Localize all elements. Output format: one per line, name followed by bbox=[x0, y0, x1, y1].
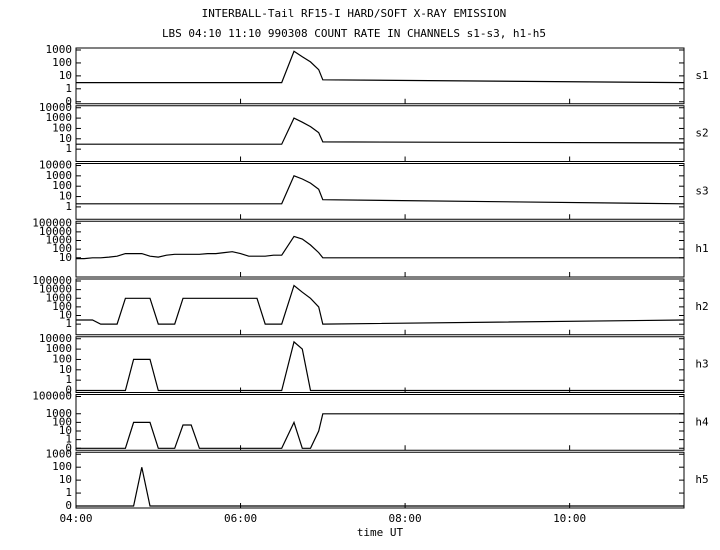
y-tick-label: 1 bbox=[65, 486, 72, 499]
y-tick-label: 100 bbox=[52, 179, 72, 192]
y-tick-label: 10000 bbox=[39, 283, 72, 296]
y-tick-label: 1 bbox=[65, 82, 72, 95]
y-tick-label: 10 bbox=[59, 251, 72, 264]
y-tick-label: 1000 bbox=[46, 342, 73, 355]
y-tick-label: 10 bbox=[59, 424, 72, 437]
panel-label: h2 bbox=[695, 300, 708, 313]
data-line bbox=[76, 175, 685, 205]
data-line bbox=[76, 117, 685, 145]
data-line bbox=[76, 413, 684, 449]
panel-frame bbox=[75, 451, 685, 509]
panel-frame bbox=[75, 220, 685, 278]
panel-frame bbox=[75, 163, 685, 220]
y-tick-label: 100000 bbox=[32, 274, 72, 287]
y-tick-label: 100 bbox=[52, 242, 72, 255]
y-tick-label: 1000 bbox=[46, 234, 73, 247]
y-tick-label: 100 bbox=[52, 352, 72, 365]
y-tick-label: 1 bbox=[65, 317, 72, 330]
x-axis-label: time UT bbox=[357, 526, 404, 539]
y-tick-label: 100 bbox=[52, 300, 72, 313]
y-tick-label: 10 bbox=[59, 309, 72, 322]
y-tick-label: 100 bbox=[52, 460, 72, 473]
panel-frame bbox=[75, 278, 685, 336]
y-tick-label: 10 bbox=[59, 69, 72, 82]
data-line bbox=[76, 340, 684, 392]
y-tick-label: 1 bbox=[65, 200, 72, 213]
panel-label: s1 bbox=[695, 69, 708, 82]
y-tick-label: 10 bbox=[59, 132, 72, 145]
y-tick-label: 100 bbox=[52, 121, 72, 134]
panel-label: s3 bbox=[695, 184, 708, 197]
y-tick-label: 10000 bbox=[39, 159, 72, 172]
y-tick-label: 10 bbox=[59, 473, 72, 486]
y-tick-label: 0 bbox=[65, 441, 72, 454]
y-tick-label: 0 bbox=[65, 499, 72, 512]
data-line bbox=[76, 467, 684, 507]
y-tick-label: 1 bbox=[65, 142, 72, 155]
y-tick-label: 1000 bbox=[46, 169, 73, 182]
y-tick-label: 1000 bbox=[46, 407, 73, 420]
panel-label: s2 bbox=[695, 127, 708, 140]
panel-label: h4 bbox=[695, 415, 709, 428]
y-tick-label: 1000 bbox=[46, 111, 73, 124]
y-tick-label: 100 bbox=[52, 56, 72, 69]
y-tick-label: 1 bbox=[65, 373, 72, 386]
y-tick-label: 1000 bbox=[46, 43, 73, 56]
panel-label: h5 bbox=[695, 473, 708, 486]
panel-frame bbox=[75, 105, 685, 162]
chart-title: INTERBALL-Tail RF15-I HARD/SOFT X-RAY EM… bbox=[202, 7, 507, 20]
panel-label: h1 bbox=[695, 242, 708, 255]
data-line bbox=[76, 235, 684, 260]
panel-label: h3 bbox=[695, 358, 708, 371]
y-tick-label: 0 bbox=[65, 95, 72, 108]
data-line bbox=[76, 50, 685, 84]
y-tick-label: 10 bbox=[59, 363, 72, 376]
y-tick-label: 0 bbox=[65, 384, 72, 397]
panel-frame bbox=[75, 394, 685, 451]
chart-subtitle: LBS 04:10 11:10 990308 COUNT RATE IN CHA… bbox=[162, 27, 546, 40]
y-tick-label: 1000 bbox=[46, 447, 73, 460]
y-tick-label: 10000 bbox=[39, 101, 72, 114]
y-tick-label: 100000 bbox=[32, 216, 72, 229]
panel-frame bbox=[75, 336, 685, 393]
y-tick-label: 10000 bbox=[39, 332, 72, 345]
y-tick-label: 100000 bbox=[32, 390, 72, 403]
x-tick-label: 04:00 bbox=[59, 512, 92, 525]
y-tick-label: 1 bbox=[65, 433, 72, 446]
y-tick-label: 1000 bbox=[46, 291, 73, 304]
y-tick-label: 10000 bbox=[39, 225, 72, 238]
x-tick-label: 10:00 bbox=[553, 512, 586, 525]
panel-frame bbox=[75, 47, 685, 105]
x-tick-label: 08:00 bbox=[389, 512, 422, 525]
x-tick-label: 06:00 bbox=[224, 512, 257, 525]
y-tick-label: 10 bbox=[59, 190, 72, 203]
data-line bbox=[76, 284, 685, 325]
y-tick-label: 100 bbox=[52, 415, 72, 428]
